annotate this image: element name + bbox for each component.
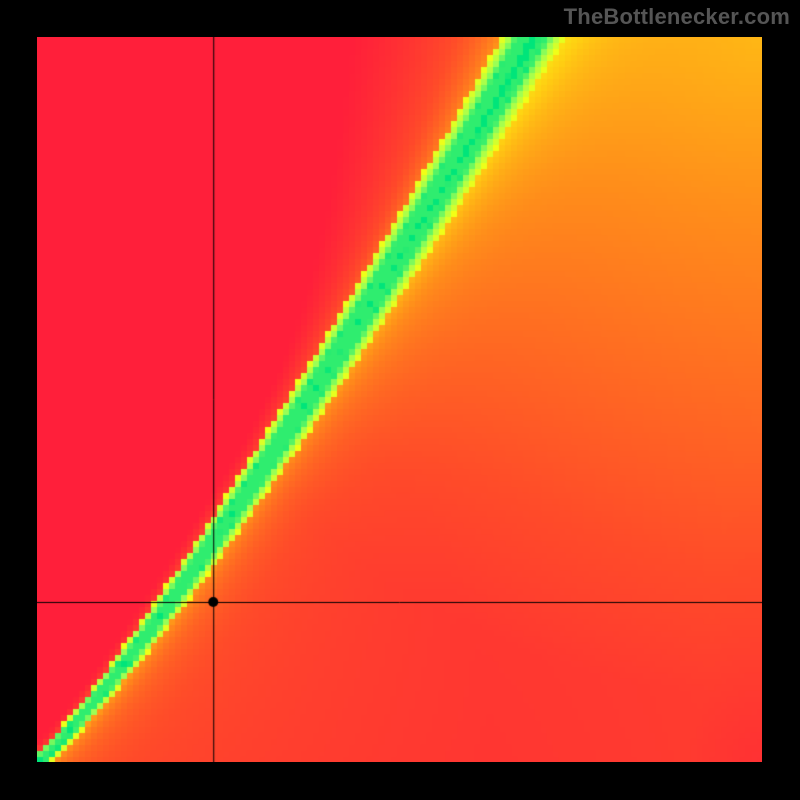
watermark-text: TheBottlenecker.com bbox=[564, 4, 790, 30]
heatmap-canvas bbox=[37, 37, 762, 762]
heatmap-plot bbox=[37, 37, 762, 762]
chart-container: TheBottlenecker.com bbox=[0, 0, 800, 800]
